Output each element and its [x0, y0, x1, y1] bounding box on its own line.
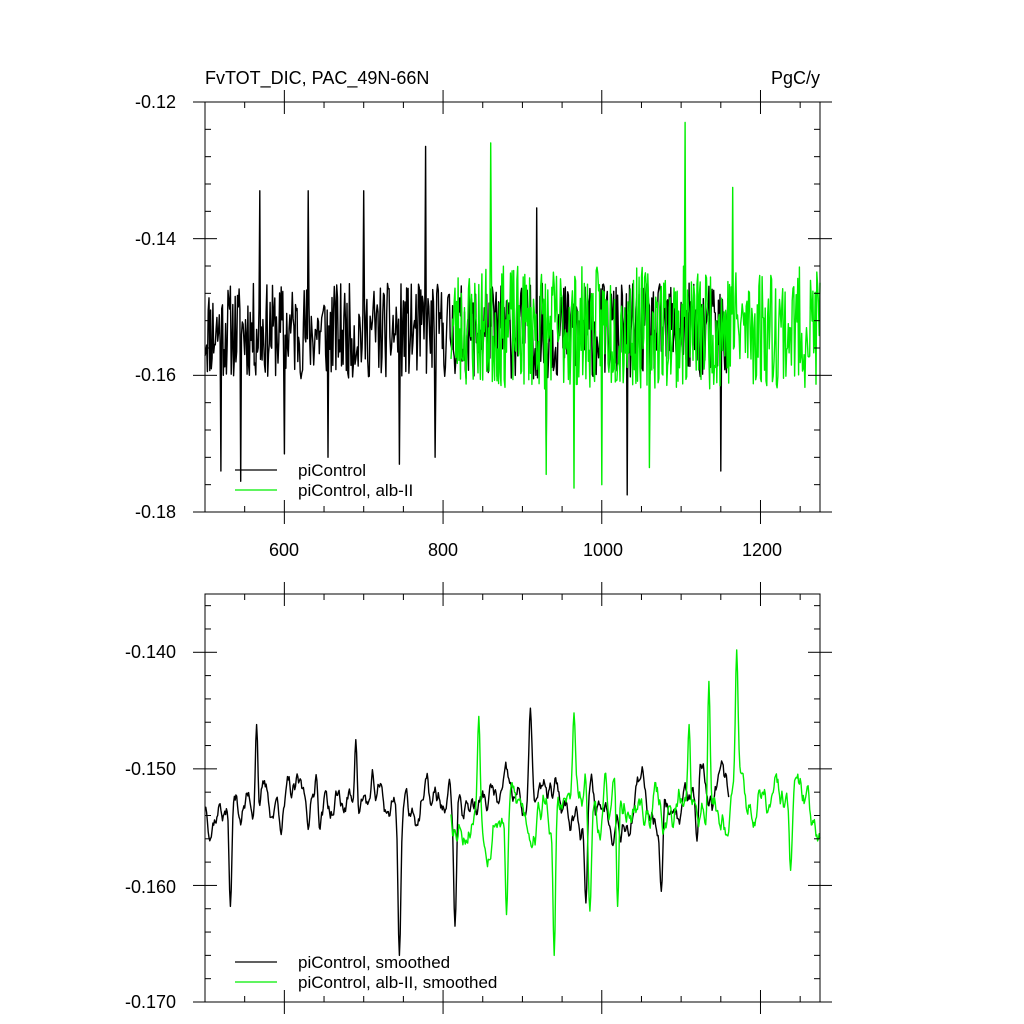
bottom-ytick-label: -0.170 — [125, 992, 176, 1012]
top-legend: piControl piControl, alb-II — [235, 461, 413, 500]
legend-label-picontrol-alb-ii: piControl, alb-II — [298, 481, 413, 500]
bottom-plot-lines — [204, 649, 821, 957]
bottom-axis-ticks — [193, 582, 832, 1014]
top-xtick-label: 600 — [269, 540, 299, 560]
bottom-ytick-label: -0.140 — [125, 642, 176, 662]
bottom-ytick-label: -0.150 — [125, 759, 176, 779]
top-ytick-label: -0.14 — [135, 229, 176, 249]
top-ytick-label: -0.18 — [135, 502, 176, 522]
top-xtick-label: 1000 — [583, 540, 623, 560]
top-series-line-1 — [450, 121, 821, 489]
bottom-ytick-label: -0.160 — [125, 877, 176, 897]
top-ytick-label: -0.16 — [135, 365, 176, 385]
legend-label-picontrol-alb-ii-smoothed: piControl, alb-II, smoothed — [298, 973, 497, 992]
legend-label-picontrol-smoothed: piControl, smoothed — [298, 953, 450, 972]
bottom-legend: piControl, smoothed piControl, alb-II, s… — [235, 953, 497, 992]
top-panel: FvTOT_DIC, PAC_49N-66N PgC/y -0.12 -0.14… — [135, 68, 832, 560]
bottom-panel: -0.140 -0.150 -0.160 -0.170 piControl, s… — [125, 582, 832, 1014]
top-ytick-label: -0.12 — [135, 92, 176, 112]
top-xtick-label: 800 — [428, 540, 458, 560]
top-plot-frame — [204, 101, 821, 513]
bottom-plot-frame — [204, 593, 821, 1003]
top-axis-ticks — [193, 90, 832, 524]
top-xtick-label: 1200 — [742, 540, 782, 560]
bottom-series-line-1 — [450, 649, 821, 957]
legend-label-picontrol: piControl — [298, 461, 366, 480]
bottom-series-line-0 — [204, 707, 730, 957]
top-title-left: FvTOT_DIC, PAC_49N-66N — [205, 68, 429, 89]
top-title-right: PgC/y — [771, 68, 820, 88]
top-plot-lines — [204, 121, 821, 496]
